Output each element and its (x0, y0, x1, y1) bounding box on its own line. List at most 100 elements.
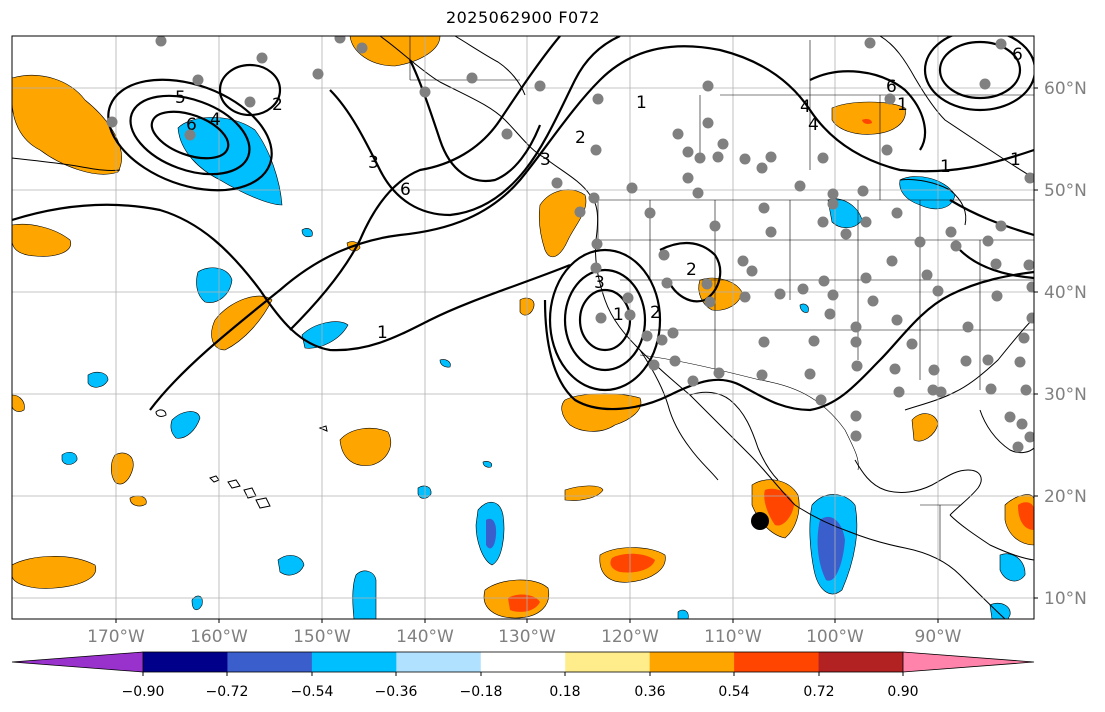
lon-tick-label: 150°W (293, 627, 351, 647)
contour-label: 2 (272, 95, 283, 115)
colorbar-max-extend (902, 651, 1035, 673)
contour-label: 1 (613, 305, 624, 325)
station-dot (702, 80, 714, 92)
station-dot (626, 182, 638, 194)
station-dot (669, 355, 681, 367)
station-dot (590, 144, 602, 156)
station-dot (985, 383, 997, 395)
contour-label: 3 (540, 150, 551, 170)
contour-label: 6 (886, 77, 897, 97)
negative-anomaly-areas (61, 117, 1026, 619)
colorbar-segment (227, 652, 313, 672)
lon-tick-label: 100°W (806, 627, 864, 647)
station-dot (534, 80, 546, 92)
station-dot (851, 360, 863, 372)
station-dot (739, 291, 751, 303)
station-dot (982, 354, 994, 366)
station-dot (682, 146, 694, 158)
station-dot (694, 152, 706, 164)
station-dot (312, 68, 324, 80)
station-dot (244, 96, 256, 108)
station-dot (1014, 356, 1026, 368)
colorbar-segment (12, 652, 143, 672)
station-dot (574, 206, 586, 218)
station-dot (713, 367, 725, 379)
lat-tick-label: 20°N (1044, 487, 1087, 507)
station-dot (886, 255, 898, 267)
station-dot (860, 272, 872, 284)
lon-tick-label: 130°W (498, 627, 556, 647)
station-dot (808, 335, 820, 347)
station-dot (692, 187, 704, 199)
station-dot (758, 336, 770, 348)
colorbar-tick-label: 0.72 (803, 684, 834, 700)
station-dot (928, 364, 940, 376)
station-dot (995, 38, 1007, 50)
station-dot (256, 52, 268, 64)
station-dot (419, 86, 431, 98)
station-dot (891, 207, 903, 219)
colorbar-segments (12, 652, 1034, 672)
lat-tick-label: 10°N (1044, 589, 1087, 609)
station-dot (840, 228, 852, 240)
station-dot (991, 290, 1003, 302)
station-dot (667, 327, 679, 339)
station-dot (682, 172, 694, 184)
station-dot (1026, 281, 1034, 293)
colorbar-tick-label: −0.90 (122, 684, 165, 700)
station-dot (945, 226, 957, 238)
colorbar-tick-label: 0.54 (718, 684, 749, 700)
colorbar-tick-label: −0.18 (460, 684, 503, 700)
station-dot (817, 216, 829, 228)
contour-label: 3 (594, 273, 605, 293)
station-dot (827, 188, 839, 200)
colorbar-tick-label: 0.18 (549, 684, 580, 700)
colorbar-segment (818, 652, 904, 672)
station-dot (184, 129, 196, 141)
station-dot (950, 240, 962, 252)
map-title: 2025062900 F072 (445, 8, 601, 27)
station-dot (672, 128, 684, 140)
station-dot (334, 36, 346, 44)
contour-label: 2 (650, 303, 661, 323)
station-dot (1026, 312, 1034, 324)
colorbar-tick-label: −0.72 (206, 684, 249, 700)
station-dot (979, 78, 991, 90)
station-dot (850, 430, 862, 442)
station-dot (774, 288, 786, 300)
map-panel: 5 4 6 3 6 2 1 3 2 1 3 1 2 4 6 1 1 2 4 6 … (12, 36, 1034, 619)
graticule (12, 36, 1034, 619)
station-dot (914, 236, 926, 248)
contour-label: 6 (1012, 45, 1023, 65)
station-dot (591, 238, 603, 250)
station-dot (624, 309, 636, 321)
station-dot (737, 255, 749, 267)
station-dot (1024, 172, 1034, 184)
storm-center-marker (751, 512, 769, 530)
colorbar-tick-label: 0.90 (887, 684, 918, 700)
station-dot (701, 278, 713, 290)
contour-lines (12, 36, 1034, 417)
station-dot (995, 220, 1007, 232)
colorbar-segment (649, 652, 735, 672)
lon-tick-label: 170°W (87, 627, 145, 647)
station-dot (960, 355, 972, 367)
colorbar-min-extend (11, 651, 144, 673)
station-markers (106, 36, 1034, 453)
station-dot (850, 321, 862, 333)
station-dot (192, 74, 204, 86)
station-dot (921, 269, 933, 281)
station-dot (717, 138, 729, 150)
station-dot (827, 289, 839, 301)
station-dot (906, 338, 918, 350)
lon-tick-label: 90°W (915, 627, 962, 647)
station-dot (592, 93, 604, 105)
lat-tick-label: 40°N (1044, 283, 1087, 303)
station-dot (588, 192, 600, 204)
station-dot (881, 144, 893, 156)
colorbar: −0.90 −0.72 −0.54 −0.36 −0.18 0.18 0.36 … (11, 651, 1035, 700)
contour-label: 2 (686, 260, 697, 280)
colorbar-segment (565, 652, 651, 672)
station-dot (935, 386, 947, 398)
